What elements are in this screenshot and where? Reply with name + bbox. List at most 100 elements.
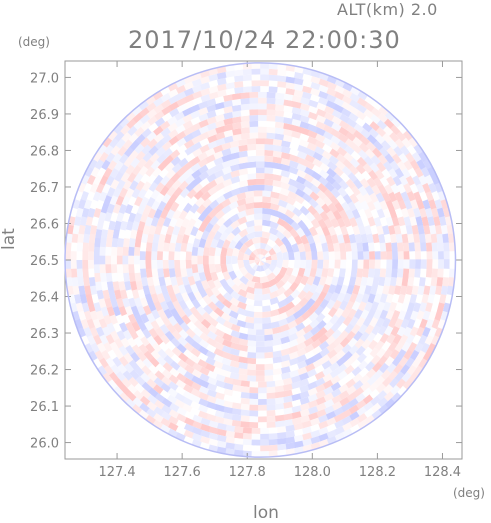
radar-cell	[165, 169, 176, 180]
radar-cell	[185, 260, 192, 270]
radar-cell	[230, 290, 241, 301]
radar-cell	[231, 93, 242, 101]
radar-cell	[433, 215, 441, 226]
radar-cell	[295, 328, 307, 339]
radar-cell	[151, 342, 163, 354]
radar-cell	[392, 333, 403, 345]
radar-cell	[247, 340, 257, 347]
radar-cell	[277, 211, 288, 221]
radar-cell	[214, 131, 226, 141]
radar-cell	[304, 343, 315, 354]
radar-cell	[403, 325, 413, 337]
radar-cell	[107, 379, 119, 391]
radar-cell	[230, 175, 241, 184]
radar-cell	[239, 234, 249, 245]
radar-cell	[384, 390, 395, 402]
radar-cell	[126, 172, 137, 184]
radar-cell	[300, 408, 311, 417]
radar-cell	[298, 297, 309, 308]
radar-cell	[325, 174, 336, 185]
radar-cell	[302, 426, 313, 435]
radar-cell	[221, 154, 232, 163]
radar-cell	[348, 233, 357, 244]
radar-cell	[395, 276, 403, 287]
radar-cell	[90, 342, 101, 354]
radar-cell	[86, 318, 96, 330]
radar-cell	[328, 259, 335, 269]
radar-cell	[205, 104, 217, 113]
radar-cell	[388, 301, 398, 312]
radar-cell	[284, 82, 295, 90]
radar-cell	[200, 325, 211, 336]
radar-cell	[65, 268, 72, 279]
radar-cell	[410, 349, 420, 361]
radar-cell	[336, 233, 345, 244]
radar-cell	[376, 300, 386, 312]
radar-cell	[300, 414, 311, 423]
radar-cell	[207, 370, 218, 380]
radar-cell	[288, 338, 299, 348]
radar-cell	[159, 86, 171, 97]
radar-cell	[144, 166, 155, 178]
radar-cell	[99, 264, 106, 274]
radar-cell	[347, 171, 358, 183]
radar-cell	[253, 196, 263, 203]
radar-cell	[168, 135, 179, 146]
radar-cell	[421, 182, 431, 194]
radar-cell	[284, 215, 295, 226]
radar-cell	[122, 246, 129, 257]
radar-cell	[153, 413, 165, 424]
y-tick-label: 27.0	[30, 71, 59, 86]
radar-cell	[303, 337, 315, 347]
radar-cell	[258, 422, 268, 429]
radar-cell	[268, 433, 279, 440]
radar-cell	[230, 187, 241, 197]
radar-cell	[169, 149, 181, 160]
radar-cell	[172, 186, 183, 198]
radar-cell	[222, 123, 234, 132]
radar-cell	[258, 393, 268, 400]
radar-cell	[363, 155, 374, 167]
radar-cell	[299, 108, 310, 118]
radar-cell	[401, 276, 409, 287]
radar-cell	[331, 109, 343, 119]
radar-cell	[418, 232, 426, 243]
radar-cell	[274, 98, 285, 106]
radar-cell	[162, 362, 174, 373]
radar-cell	[187, 276, 196, 287]
radar-cell	[142, 285, 151, 296]
radar-cell	[236, 319, 247, 328]
radar-cell	[302, 317, 313, 328]
radar-cell	[184, 174, 195, 186]
radar-cell	[282, 228, 293, 239]
radar-cell	[247, 351, 257, 359]
radar-cell	[397, 250, 404, 260]
radar-cell	[99, 255, 106, 266]
radar-cell	[403, 215, 412, 227]
radar-cell	[168, 260, 175, 270]
radar-cell	[413, 232, 421, 243]
radar-cell	[104, 211, 113, 223]
radar-cell	[326, 416, 338, 427]
radar-cell	[94, 159, 105, 171]
radar-cell	[376, 347, 387, 359]
radar-cell	[223, 406, 234, 415]
radar-cell	[291, 405, 303, 414]
radar-cell	[224, 76, 235, 84]
radar-cell	[125, 289, 134, 300]
radar-cell	[255, 346, 265, 353]
radar-cell	[319, 347, 331, 358]
radar-cell	[276, 81, 287, 88]
radar-cell	[408, 341, 418, 353]
radar-cell	[301, 79, 313, 88]
radar-cell	[222, 298, 233, 309]
radar-cell	[167, 193, 178, 205]
radar-cell	[118, 203, 128, 215]
radar-cell	[251, 439, 261, 446]
radar-cell	[171, 179, 182, 191]
radar-cell	[293, 434, 305, 443]
radar-cell	[174, 242, 182, 253]
radar-cell	[397, 215, 406, 227]
radar-cell	[134, 238, 142, 248]
radar-cell	[65, 251, 71, 261]
